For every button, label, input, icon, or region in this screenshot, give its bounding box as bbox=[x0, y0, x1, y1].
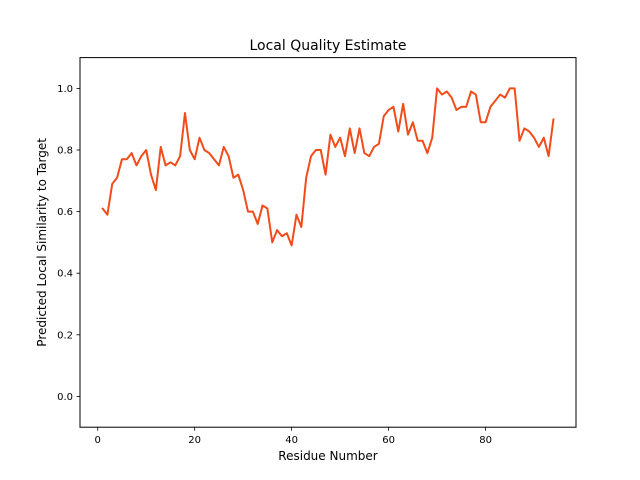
y-tick-label: 0.2 bbox=[57, 330, 73, 341]
y-tick-label: 0.0 bbox=[57, 392, 73, 403]
y-axis-label: Predicted Local Similarity to Target bbox=[35, 138, 49, 347]
chart-title: Local Quality Estimate bbox=[249, 38, 406, 54]
x-axis-ticks: 0 20 40 60 80 bbox=[95, 427, 492, 446]
y-tick-label: 1.0 bbox=[57, 84, 73, 95]
y-axis-ticks: 0.0 0.2 0.4 0.6 0.8 1.0 bbox=[57, 84, 80, 403]
x-tick-label: 0 bbox=[95, 435, 101, 446]
y-tick-label: 0.8 bbox=[57, 146, 73, 157]
series-group bbox=[101, 87, 555, 247]
y-tick-label: 0.4 bbox=[57, 269, 73, 280]
y-tick-label: 0.6 bbox=[57, 207, 73, 218]
x-axis-label: Residue Number bbox=[278, 449, 377, 463]
plot-area bbox=[79, 57, 577, 428]
x-tick-label: 40 bbox=[285, 435, 298, 446]
x-tick-label: 80 bbox=[479, 435, 492, 446]
x-tick-label: 20 bbox=[188, 435, 201, 446]
series-line bbox=[101, 87, 555, 247]
x-tick-label: 60 bbox=[382, 435, 395, 446]
